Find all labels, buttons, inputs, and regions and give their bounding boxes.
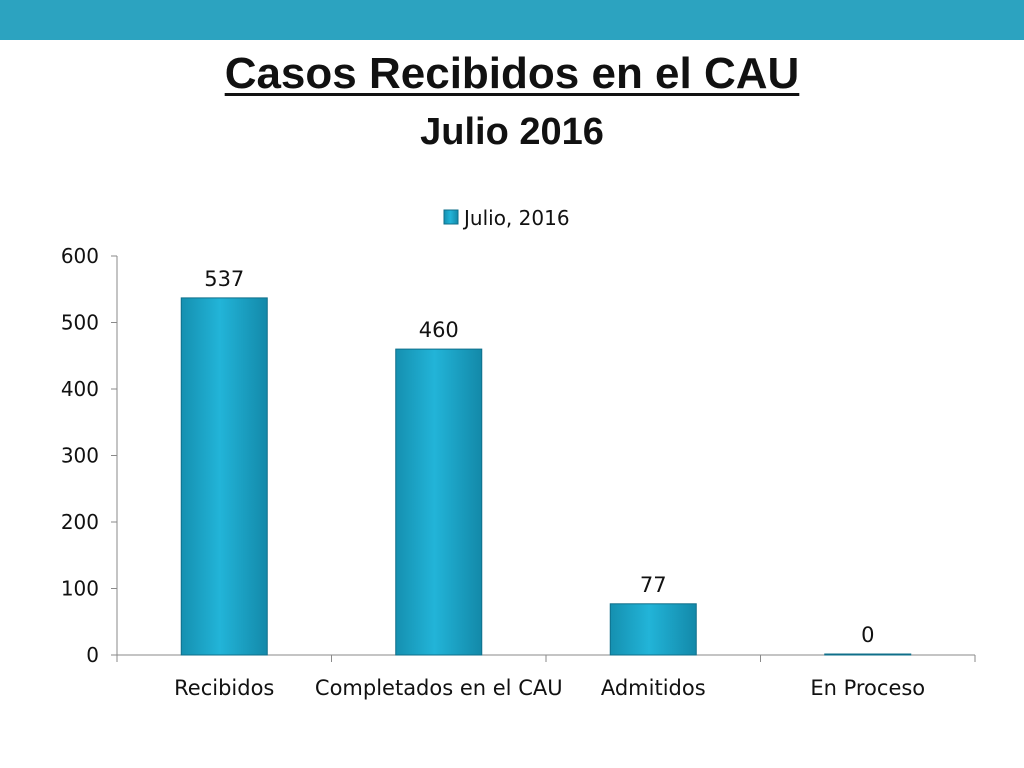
x-tick-label: En Proceso	[810, 676, 925, 700]
bar	[609, 603, 697, 656]
data-label: 77	[640, 573, 667, 597]
top-accent-bar	[0, 0, 1024, 40]
legend-label: Julio, 2016	[462, 206, 570, 230]
bar	[180, 297, 268, 656]
slide-subtitle: Julio 2016	[420, 111, 604, 153]
y-tick-label: 400	[61, 377, 99, 401]
y-tick-label: 200	[61, 510, 99, 534]
chart-legend: Julio, 2016	[443, 206, 570, 230]
y-tick-label: 500	[61, 311, 99, 335]
data-label: 460	[419, 318, 459, 342]
data-label: 537	[204, 267, 244, 291]
bar	[824, 653, 912, 656]
y-tick-label: 0	[86, 643, 99, 667]
y-tick-label: 100	[61, 577, 99, 601]
legend-swatch	[443, 209, 459, 225]
x-tick-label: Completados en el CAU	[315, 676, 563, 700]
chart-bars: 537 460 77 0	[180, 267, 912, 656]
y-tick-label: 600	[61, 244, 99, 268]
slide-title: Casos Recibidos en el CAU	[224, 49, 800, 98]
x-tick-label: Admitidos	[601, 676, 706, 700]
bar	[395, 348, 483, 656]
x-tick-label: Recibidos	[174, 676, 274, 700]
y-tick-label: 300	[61, 444, 99, 468]
data-label: 0	[861, 623, 874, 647]
